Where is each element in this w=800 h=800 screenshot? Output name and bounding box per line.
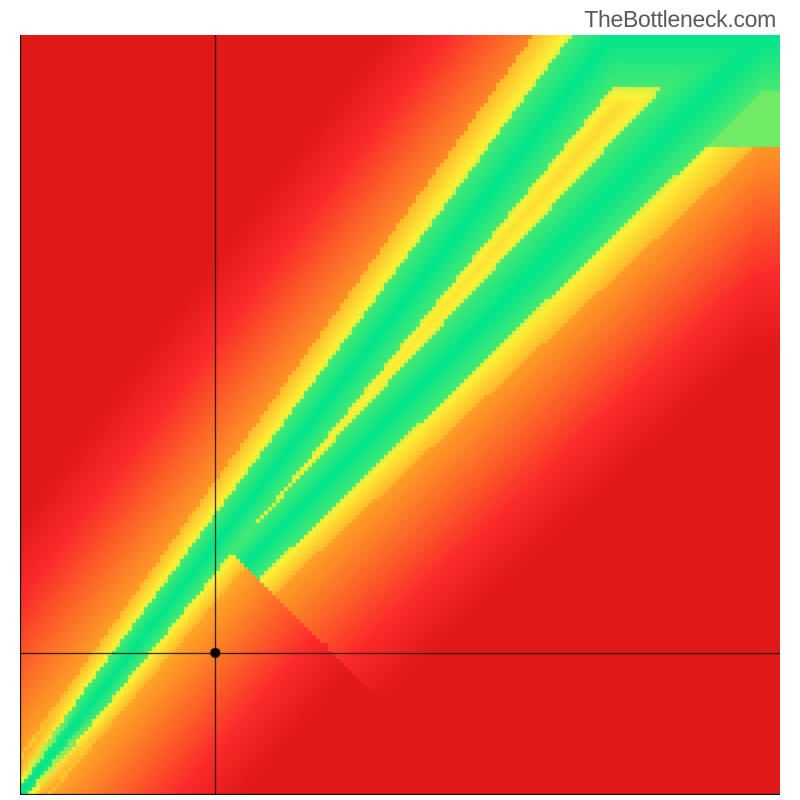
watermark-text: TheBottleneck.com xyxy=(584,6,776,33)
chart-container: TheBottleneck.com xyxy=(0,0,800,800)
heatmap-canvas xyxy=(20,35,780,795)
